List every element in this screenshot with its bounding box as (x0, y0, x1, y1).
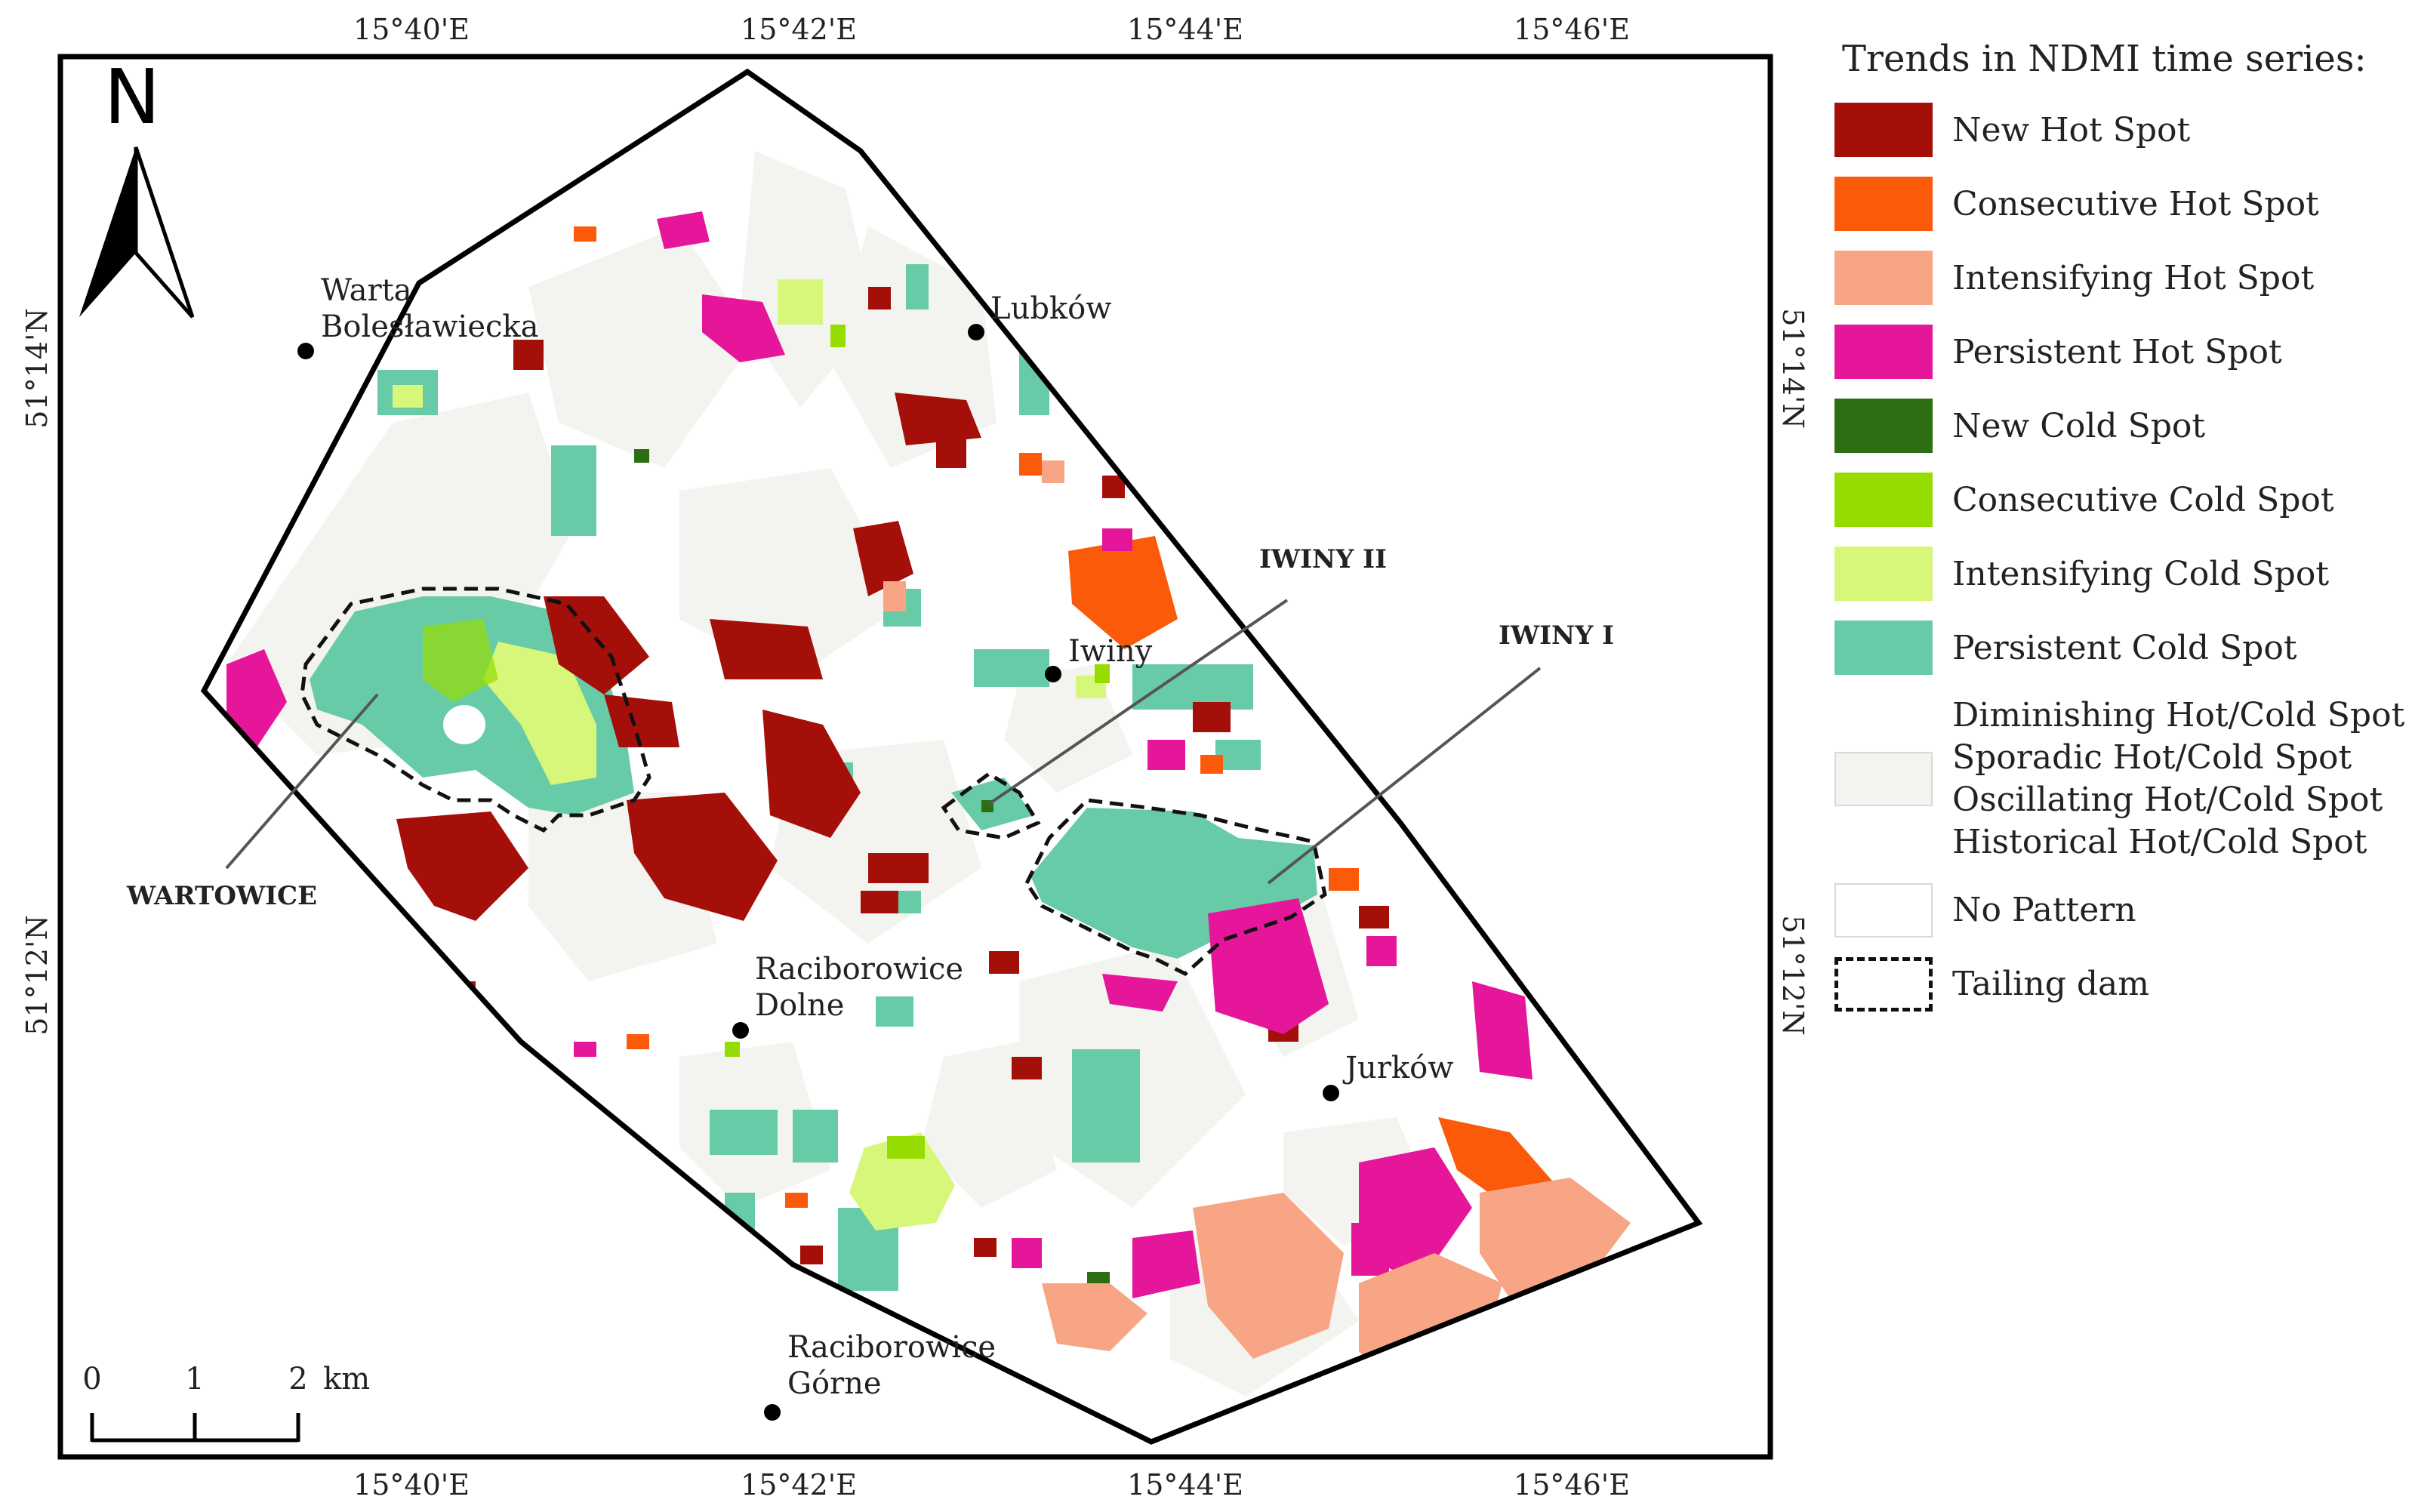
legend-label-consecutive-cold: Consecutive Cold Spot (1952, 480, 2334, 519)
patches-persistent-hot (226, 211, 1533, 1298)
legend-label-intensifying-hot: Intensifying Hot Spot (1952, 258, 2315, 297)
dam-iwiny-ii (941, 771, 1041, 840)
legend-label-historical: Historical Hot/Cold Spot (1952, 822, 2367, 861)
legend-label-new-hot: New Hot Spot (1952, 110, 2191, 149)
lon-bottom-3: 15°46'E (1514, 1468, 1630, 1501)
label-wartowice: WARTOWICE (126, 881, 317, 911)
lat-left-0: 51°14'N (20, 308, 54, 428)
place-raciborowice-gorne: Raciborowice Górne (787, 1330, 1006, 1401)
legend-label-oscillating: Oscillating Hot/Cold Spot (1952, 780, 2383, 819)
legend-item-diminishing-sporadic: Diminishing Hot/Cold Spot Sporadic Hot/C… (1834, 694, 2408, 864)
place-raciborowice-dolne-line1: Raciborowice (755, 952, 963, 987)
label-iwiny-i: IWINY I (1499, 621, 1614, 651)
scale-tick-0: 0 (82, 1362, 101, 1397)
legend-label-new-cold: New Cold Spot (1952, 406, 2206, 445)
leader-lines (225, 599, 1542, 885)
legend-swatch-intensifying-cold (1834, 547, 1933, 601)
legend-item-consecutive-cold: Consecutive Cold Spot (1834, 473, 2408, 527)
patches-consecutive-cold (725, 325, 1110, 1159)
legend-item-new-cold: New Cold Spot (1834, 399, 2408, 453)
lon-top-1: 15°42'E (741, 13, 857, 46)
label-iwiny-ii: IWINY II (1259, 544, 1387, 574)
scale-unit: km (323, 1362, 370, 1397)
dot-raciborowice-dolne (732, 1022, 749, 1039)
legend-label-persistent-cold: Persistent Cold Spot (1952, 628, 2297, 667)
place-warta: Warta Bolesławiecka (321, 273, 538, 344)
legend-swatch-consecutive-cold (1834, 473, 1933, 527)
patches-intensifying-cold (393, 279, 1106, 1230)
legend-swatch-persistent-hot (1834, 325, 1933, 379)
place-raciborowice-dolne: Raciborowice Dolne (755, 952, 973, 1023)
place-raciborowice-gorne-line2: Górne (787, 1366, 882, 1401)
legend-item-intensifying-hot: Intensifying Hot Spot (1834, 251, 2408, 305)
legend-label-no-pattern: No Pattern (1952, 891, 2136, 929)
lon-top-2: 15°44'E (1127, 13, 1243, 46)
legend-label-persistent-hot: Persistent Hot Spot (1952, 332, 2282, 371)
lon-bottom-1: 15°42'E (741, 1468, 857, 1501)
legend-swatch-intensifying-hot (1834, 251, 1933, 305)
lon-labels-bottom: 15°40'E 15°42'E 15°44'E 15°46'E (353, 1468, 1630, 1501)
study-area (204, 72, 1699, 1442)
legend-swatch-no-pattern (1834, 882, 1933, 938)
legend-swatch-tailing-dam (1834, 956, 1933, 1012)
legend-swatch-new-cold (1834, 399, 1933, 453)
legend-label-diminishing: Diminishing Hot/Cold Spot (1952, 696, 2405, 734)
legend-label-consecutive-hot: Consecutive Hot Spot (1952, 184, 2319, 223)
legend-item-tailing-dam: Tailing dam (1834, 956, 2408, 1012)
lon-bottom-0: 15°40'E (353, 1468, 470, 1501)
place-lubkow: Lubków (990, 291, 1112, 326)
dot-lubkow (968, 324, 984, 340)
legend-item-new-hot: New Hot Spot (1834, 103, 2408, 157)
scale-bar: 0 1 2 km (82, 1362, 370, 1443)
lat-left-1: 51°12'N (20, 915, 54, 1035)
legend-label-sporadic: Sporadic Hot/Cold Spot (1952, 738, 2352, 777)
legend-swatch-new-hot (1834, 103, 1933, 157)
legend-item-consecutive-hot: Consecutive Hot Spot (1834, 177, 2408, 231)
lon-top-0: 15°40'E (353, 13, 470, 46)
scale-tick-2: 2 (288, 1362, 307, 1397)
dot-jurkow (1323, 1085, 1339, 1101)
place-raciborowice-dolne-line2: Dolne (755, 988, 844, 1023)
study-area-outline (200, 68, 1703, 1445)
legend-label-tailing-dam: Tailing dam (1952, 965, 2149, 1003)
patches-wartowice (310, 596, 634, 815)
legend-title: Trends in NDMI time series: (1842, 38, 2367, 80)
legend-item-persistent-cold: Persistent Cold Spot (1834, 621, 2408, 675)
lon-bottom-2: 15°44'E (1127, 1468, 1243, 1501)
scale-tick-1: 1 (185, 1362, 204, 1397)
lon-labels-top: 15°40'E 15°42'E 15°44'E 15°46'E (353, 13, 1630, 46)
legend-swatch-diminishing-sporadic (1834, 751, 1933, 806)
legend-swatch-consecutive-hot (1834, 177, 1933, 231)
dam-wartowice (300, 587, 652, 833)
legend-label-intensifying-cold: Intensifying Cold Spot (1952, 554, 2329, 593)
legend: Trends in NDMI time series: New Hot Spot… (1834, 38, 2408, 1031)
lat-right-0: 51°14'N (1776, 308, 1810, 428)
lat-labels-left: 51°14'N 51°12'N (20, 308, 54, 1035)
lat-right-1: 51°12'N (1776, 915, 1810, 1035)
dot-raciborowice-gorne (764, 1404, 781, 1421)
place-raciborowice-gorne-line1: Raciborowice (787, 1330, 996, 1365)
north-label: N (104, 53, 161, 141)
legend-item-intensifying-cold: Intensifying Cold Spot (1834, 547, 2408, 601)
legend-item-no-pattern: No Pattern (1834, 882, 2408, 938)
settlement-points (297, 324, 1339, 1421)
legend-item-persistent-hot: Persistent Hot Spot (1834, 325, 2408, 379)
place-warta-line1: Warta (321, 273, 412, 308)
place-warta-line2: Bolesławiecka (321, 309, 538, 344)
legend-label-diminishing-sporadic: Diminishing Hot/Cold Spot Sporadic Hot/C… (1952, 694, 2404, 864)
place-jurkow: Jurków (1342, 1051, 1453, 1085)
legend-swatch-persistent-cold (1834, 621, 1933, 675)
north-arrow: N (79, 53, 195, 319)
dam-iwiny-i (1024, 798, 1327, 976)
north-arrow-left-half (79, 147, 136, 317)
dot-warta (297, 343, 314, 359)
lon-top-3: 15°46'E (1514, 13, 1630, 46)
place-iwiny: Iwiny (1068, 634, 1153, 669)
lat-labels-right: 51°14'N 51°12'N (1776, 308, 1810, 1035)
dot-iwiny (1045, 666, 1061, 682)
tailing-dam-outlines (300, 587, 1327, 976)
